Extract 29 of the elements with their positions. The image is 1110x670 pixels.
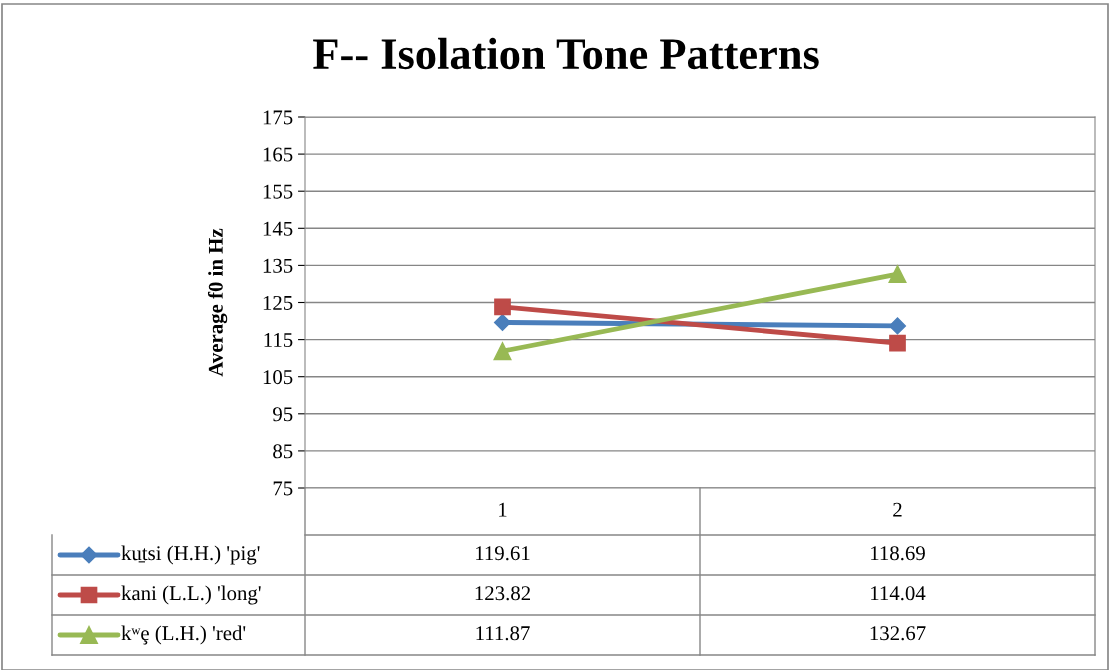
legend-label: ku̱tsi (H.H.) 'pig' bbox=[121, 545, 260, 565]
x-tick-label: 1 bbox=[499, 502, 507, 517]
y-tick-label: 115 bbox=[264, 333, 293, 348]
data-label: 123.82 bbox=[475, 586, 530, 601]
point bbox=[493, 342, 512, 361]
point bbox=[889, 334, 906, 352]
legend-label: kani (L.L.) 'long' bbox=[121, 585, 261, 605]
y-tick-label: 145 bbox=[263, 221, 293, 236]
chart-title: F-- Isolation Tone Patterns bbox=[313, 37, 819, 70]
point bbox=[888, 265, 907, 284]
y-axis-title: Average f0 in Hz bbox=[207, 228, 228, 377]
y-tick-label: 175 bbox=[263, 110, 293, 125]
y-tick-label: 85 bbox=[273, 444, 293, 459]
y-tick-label: 105 bbox=[263, 370, 293, 385]
legend-label: kʷȩ (L.H.) 'red' bbox=[121, 625, 246, 645]
data-label: 119.61 bbox=[476, 546, 530, 561]
point bbox=[888, 317, 907, 335]
y-tick-label: 165 bbox=[263, 147, 293, 162]
data-label: 111.87 bbox=[476, 626, 530, 641]
y-tick-label: 135 bbox=[263, 258, 293, 273]
x-tick-label: 2 bbox=[893, 502, 902, 517]
data-label: 114.04 bbox=[871, 586, 926, 601]
data-label: 132.67 bbox=[870, 626, 926, 641]
y-tick-label: 95 bbox=[273, 407, 293, 422]
point bbox=[494, 298, 511, 316]
y-tick-label: 155 bbox=[263, 184, 293, 199]
y-tick-label: 75 bbox=[273, 481, 293, 496]
y-tick-label: 125 bbox=[263, 295, 293, 310]
data-label: 118.69 bbox=[871, 546, 925, 561]
